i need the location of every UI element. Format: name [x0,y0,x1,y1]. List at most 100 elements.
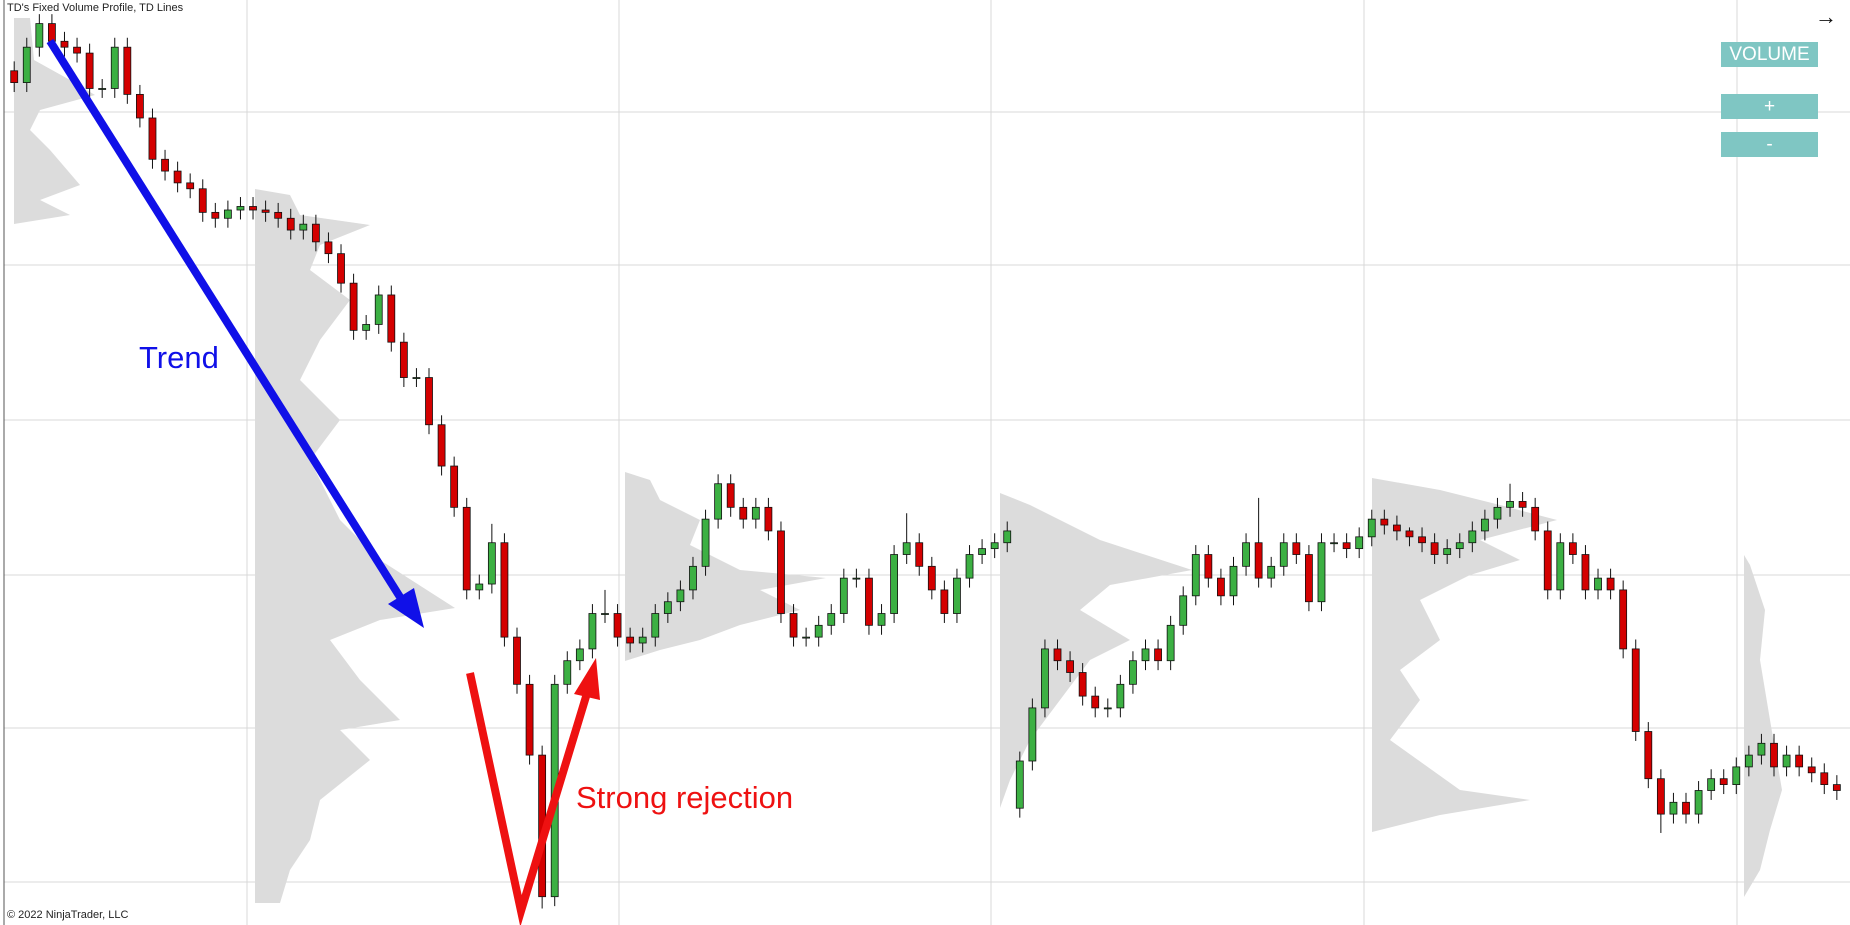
candle-body [940,589,949,614]
candle-body [48,23,56,42]
candle-body [676,589,685,603]
rejection-arrow [466,658,600,925]
candle-body [173,170,182,184]
candle-body [525,683,534,756]
candle-body [1644,731,1653,780]
candle-body [1154,648,1162,662]
candle-body [1217,577,1225,597]
candle-body [1191,554,1200,597]
candle-body [1581,554,1590,591]
candle-body [1455,542,1464,550]
candle-body [399,341,408,378]
candle-body [601,613,609,615]
candle-body [1053,648,1062,662]
candle-body [337,253,345,284]
candle-body [965,554,974,579]
candle-body [1531,506,1540,532]
candle-body [877,613,886,626]
candle-body [1103,707,1112,710]
candle-body [751,506,760,520]
candle-body [1795,754,1804,768]
candle-body [487,542,496,585]
candle-body [1807,766,1816,774]
candle-body [890,554,898,614]
candle-body [563,660,572,685]
candle-body [927,565,936,591]
arrow-head [388,588,424,628]
candle-body [1317,542,1326,603]
arrow-head [574,658,600,700]
annotation: Trend [139,340,219,375]
candle-body [1342,542,1351,550]
candle-body [1279,542,1288,567]
candle-body [663,601,672,614]
candle-body [1719,778,1728,785]
candle-body [60,40,69,48]
candle-body [148,117,157,160]
nav-arrow[interactable]: → [1815,4,1837,29]
candle-body [1229,565,1238,597]
candle-body [249,206,257,211]
candle-body [1732,766,1741,785]
candle-body [123,46,132,95]
candle-body [211,211,220,219]
annotation: Strong rejection [576,780,793,815]
candle-body [161,158,169,172]
candle-body [1078,672,1087,697]
arrow-shaft [46,38,404,600]
candle-body [1254,542,1263,579]
candle-body [1393,524,1401,532]
candle-body [814,624,823,638]
candle-body [1493,506,1502,520]
candle-body [450,465,459,508]
candle-body [1116,683,1125,709]
candle-body [1606,577,1615,591]
candle-body [1443,548,1452,555]
candle-body [299,223,308,231]
candle-body [286,217,295,231]
candle-body [1631,648,1640,732]
candle-body [764,506,773,532]
candle-body [1707,778,1716,791]
candle-body [22,46,31,83]
candle-body [1468,530,1477,544]
candle-body [1129,660,1137,685]
candle-body [1242,542,1250,567]
candle-body [35,23,44,48]
candle-body [1682,801,1690,815]
candle-body [1694,790,1703,815]
candle-body [1091,695,1100,709]
candle-body [1292,542,1301,555]
candle-body [274,211,283,219]
candle-body [1179,595,1188,626]
candle-body [689,565,697,591]
candle-body [852,577,861,580]
candle-body [1305,554,1313,603]
candle-body [1744,754,1753,768]
candle-body [186,182,195,190]
candle-body [135,93,144,119]
candle-body [1380,518,1389,526]
candle-body [953,577,961,614]
arrow-shaft [466,672,592,925]
candle-body [1518,501,1527,508]
candle-body [1330,542,1338,545]
candle-body [789,613,798,638]
minus-button[interactable]: - [1721,132,1818,157]
volume-profiles [14,18,1782,903]
candle-body [437,424,446,467]
volume-button[interactable]: VOLUME [1721,42,1818,67]
candle-body [1355,536,1364,550]
candle-body [475,583,484,591]
candle-body [1543,530,1552,591]
candle-body [261,209,270,213]
candle-body [223,209,232,219]
candle-body [500,542,509,638]
plus-button[interactable]: + [1721,94,1818,119]
candle-body [915,542,924,567]
candle-body [613,613,622,638]
candle-body [739,506,748,520]
candle-body [651,613,660,638]
